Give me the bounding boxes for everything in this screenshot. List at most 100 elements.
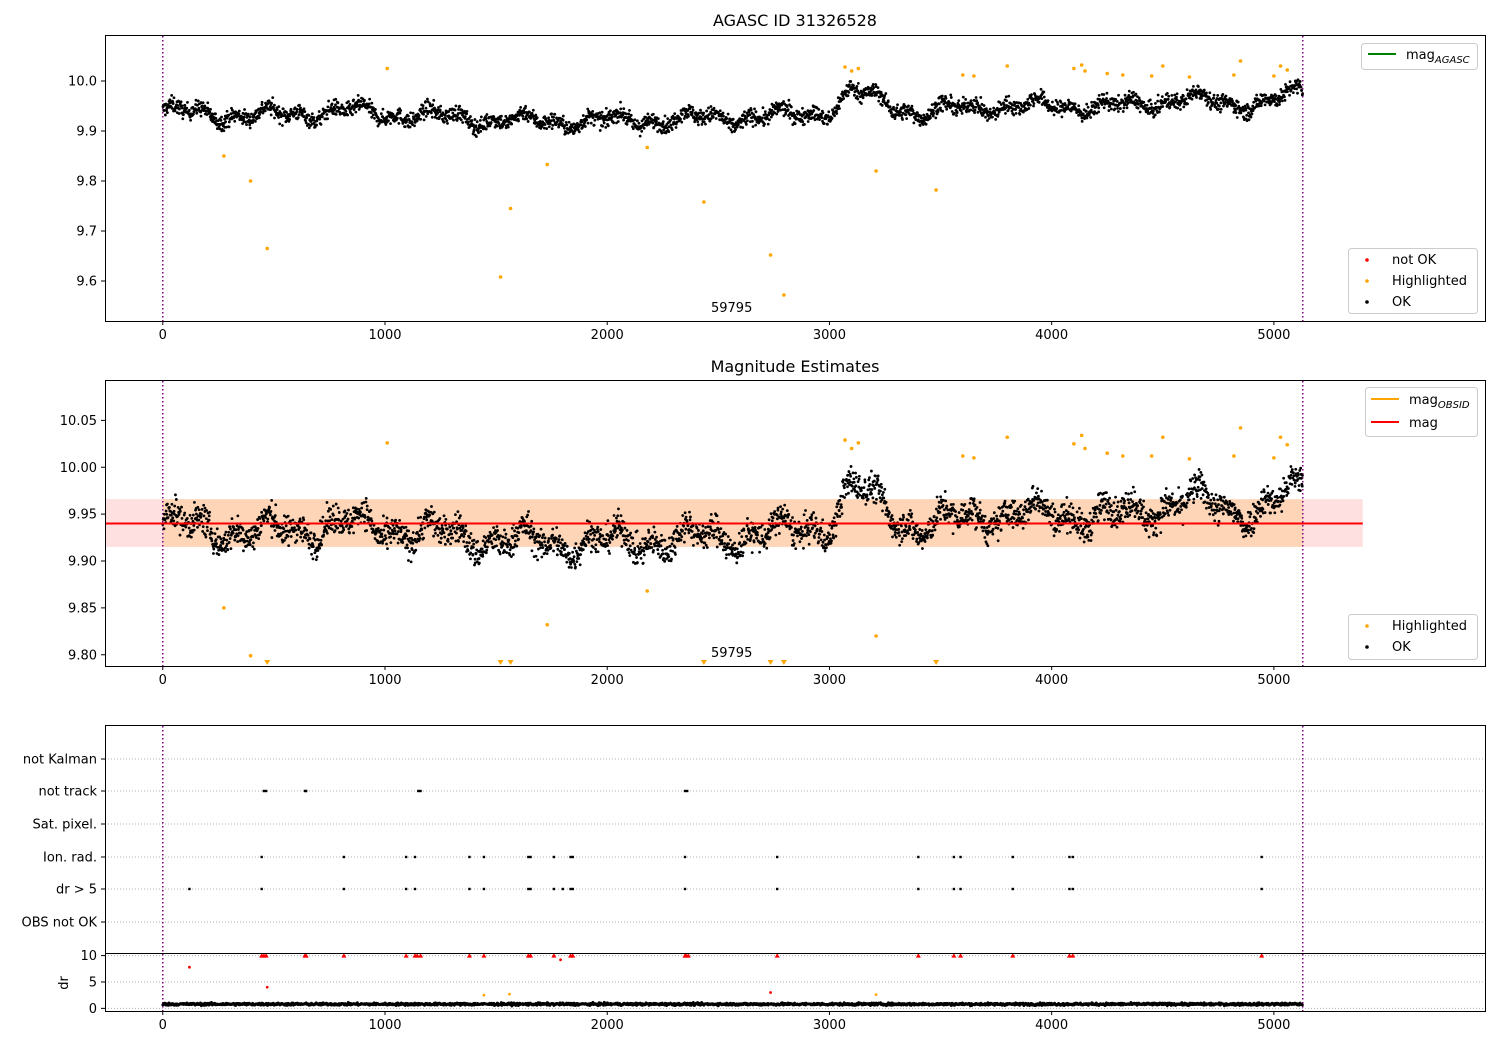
agasc-ok-point — [499, 118, 503, 121]
magnitude-ok-point — [709, 512, 713, 516]
magnitude-ok-point — [181, 528, 185, 532]
agasc-ok-point — [855, 87, 858, 90]
magnitude-ok-point — [798, 540, 802, 544]
agasc-ok-point — [1046, 99, 1050, 103]
magnitude-ok-point — [825, 546, 828, 550]
agasc-ok-point — [1018, 112, 1022, 116]
agasc-ok-point — [661, 120, 665, 124]
agasc-ok-point — [352, 98, 355, 102]
magnitude-ok-point — [727, 542, 731, 546]
agasc-ok-point — [671, 114, 675, 118]
magnitude-ok-point — [715, 535, 718, 539]
magnitude-ok-point — [289, 535, 293, 538]
agasc-ok-point — [754, 123, 758, 127]
agasc-ok-point — [443, 114, 447, 117]
magnitude-ok-point — [563, 548, 566, 551]
magnitude-ok-point — [350, 525, 354, 528]
magnitude-ok-point — [173, 504, 177, 508]
magnitude-ok-point — [785, 509, 789, 513]
magnitude-ok-point — [864, 503, 868, 506]
magnitude-ok-point — [379, 528, 383, 532]
agasc-ok-point — [1182, 105, 1186, 109]
magnitude-ok-point — [407, 559, 410, 562]
agasc-ok-point — [687, 114, 690, 118]
agasc-ok-point — [961, 95, 965, 99]
agasc-ok-point — [225, 109, 229, 113]
agasc-ok-point — [552, 115, 555, 119]
agasc-ok-point — [1121, 110, 1125, 113]
magnitude-ok-point — [549, 544, 552, 547]
magnitude-ok-point — [496, 529, 499, 532]
magnitude-ok-point — [226, 548, 230, 552]
agasc-ok-point — [469, 115, 472, 118]
magnitude-ok-point — [574, 565, 577, 569]
magnitude-ok-point — [164, 509, 168, 513]
magnitude-ok-point — [704, 543, 708, 547]
magnitude-ok-point — [626, 539, 630, 543]
magnitude-ok-point — [717, 531, 721, 534]
magnitude-ok-point — [581, 548, 585, 552]
magnitude-ok-point — [565, 560, 569, 564]
magnitude-ok-point — [315, 555, 319, 559]
magnitude-ok-point — [311, 557, 315, 561]
magnitude-ok-point — [185, 517, 189, 520]
agasc-ok-point — [359, 99, 363, 103]
magnitude-ok-point — [439, 536, 443, 540]
magnitude-ok-point — [313, 534, 316, 537]
agasc-ok-point — [1274, 94, 1278, 98]
agasc-ok-point — [412, 115, 416, 119]
magnitude-ok-point — [627, 547, 631, 551]
agasc-ok-point — [572, 131, 576, 135]
agasc-ok-point — [625, 112, 628, 116]
magnitude-ok-point — [683, 532, 687, 535]
magnitude-x-tick-label: 3000 — [813, 673, 846, 688]
agasc-ok-point — [564, 121, 568, 124]
agasc-ok-point — [640, 119, 644, 123]
magnitude-ok-point — [663, 559, 667, 563]
agasc-ok-point — [667, 130, 671, 134]
agasc-ok-point — [855, 85, 859, 88]
magnitude-ok-point — [631, 536, 635, 540]
magnitude-ok-point — [454, 539, 458, 543]
agasc-ok-point — [186, 101, 189, 104]
agasc-ok-point — [640, 129, 644, 133]
agasc-ok-point — [1108, 104, 1112, 108]
magnitude-ok-point — [545, 552, 549, 556]
magnitude-ok-point — [355, 507, 359, 511]
agasc-ok-point — [206, 107, 210, 111]
agasc-highlighted-point — [1079, 63, 1084, 67]
magnitude-ok-point — [805, 519, 809, 522]
agasc-ok-point — [673, 112, 677, 116]
magnitude-ok-point — [457, 539, 460, 543]
magnitude-ok-point — [455, 527, 459, 531]
magnitude-ok-point — [409, 560, 413, 564]
agasc-ok-point — [1206, 101, 1210, 104]
magnitude-ok-point — [369, 508, 373, 512]
magnitude-ok-point — [783, 503, 787, 507]
agasc-ok-point — [504, 126, 508, 130]
agasc-ok-point — [965, 110, 968, 114]
agasc-ok-point — [461, 121, 465, 124]
magnitude-ok-point — [660, 533, 663, 537]
magnitude-ok-point — [674, 553, 677, 556]
magnitude-ok-point — [202, 514, 206, 518]
magnitude-ok-point — [629, 531, 633, 535]
agasc-ok-point — [1109, 107, 1113, 111]
agasc-ok-point — [879, 90, 883, 94]
agasc-ok-point — [260, 100, 264, 104]
agasc-ok-point — [627, 112, 631, 116]
agasc-ok-point — [652, 125, 656, 129]
agasc-ok-point — [326, 117, 330, 121]
magnitude-ok-point — [636, 545, 640, 548]
magnitude-ok-point — [821, 540, 825, 544]
agasc-ok-point — [705, 109, 709, 113]
agasc-ok-point — [1192, 84, 1195, 88]
magnitude-x-tick-label: 1000 — [368, 673, 401, 688]
agasc-ok-point — [918, 124, 922, 127]
magnitude-ok-point — [184, 525, 188, 529]
magnitude-ok-point — [439, 541, 443, 545]
magnitude-ok-point — [197, 508, 201, 512]
agasc-highlighted-point — [934, 188, 938, 192]
agasc-ok-point — [348, 102, 352, 106]
agasc-ok-point — [907, 104, 910, 108]
